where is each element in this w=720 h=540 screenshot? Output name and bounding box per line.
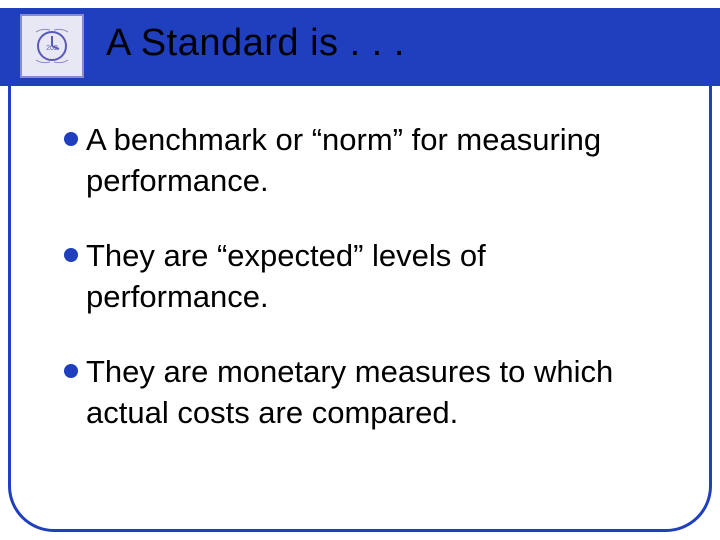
bullet-icon	[64, 132, 78, 146]
list-item: A benchmark or “norm” for measuring perf…	[64, 120, 654, 202]
bullet-icon	[64, 248, 78, 262]
bullet-text: A benchmark or “norm” for measuring perf…	[86, 120, 654, 202]
bullet-icon	[64, 364, 78, 378]
bullet-text: They are “expected” levels of performanc…	[86, 236, 654, 318]
slide: 202 A Standard is . . . A benchmark or “…	[0, 0, 720, 540]
slide-title: A Standard is . . .	[106, 22, 405, 65]
bullet-text: They are monetary measures to which actu…	[86, 352, 654, 434]
content-area: A benchmark or “norm” for measuring perf…	[64, 120, 654, 467]
logo-box: 202	[20, 14, 84, 78]
svg-text:202: 202	[46, 45, 58, 52]
accounting-logo-icon: 202	[30, 24, 74, 68]
list-item: They are “expected” levels of performanc…	[64, 236, 654, 318]
list-item: They are monetary measures to which actu…	[64, 352, 654, 434]
